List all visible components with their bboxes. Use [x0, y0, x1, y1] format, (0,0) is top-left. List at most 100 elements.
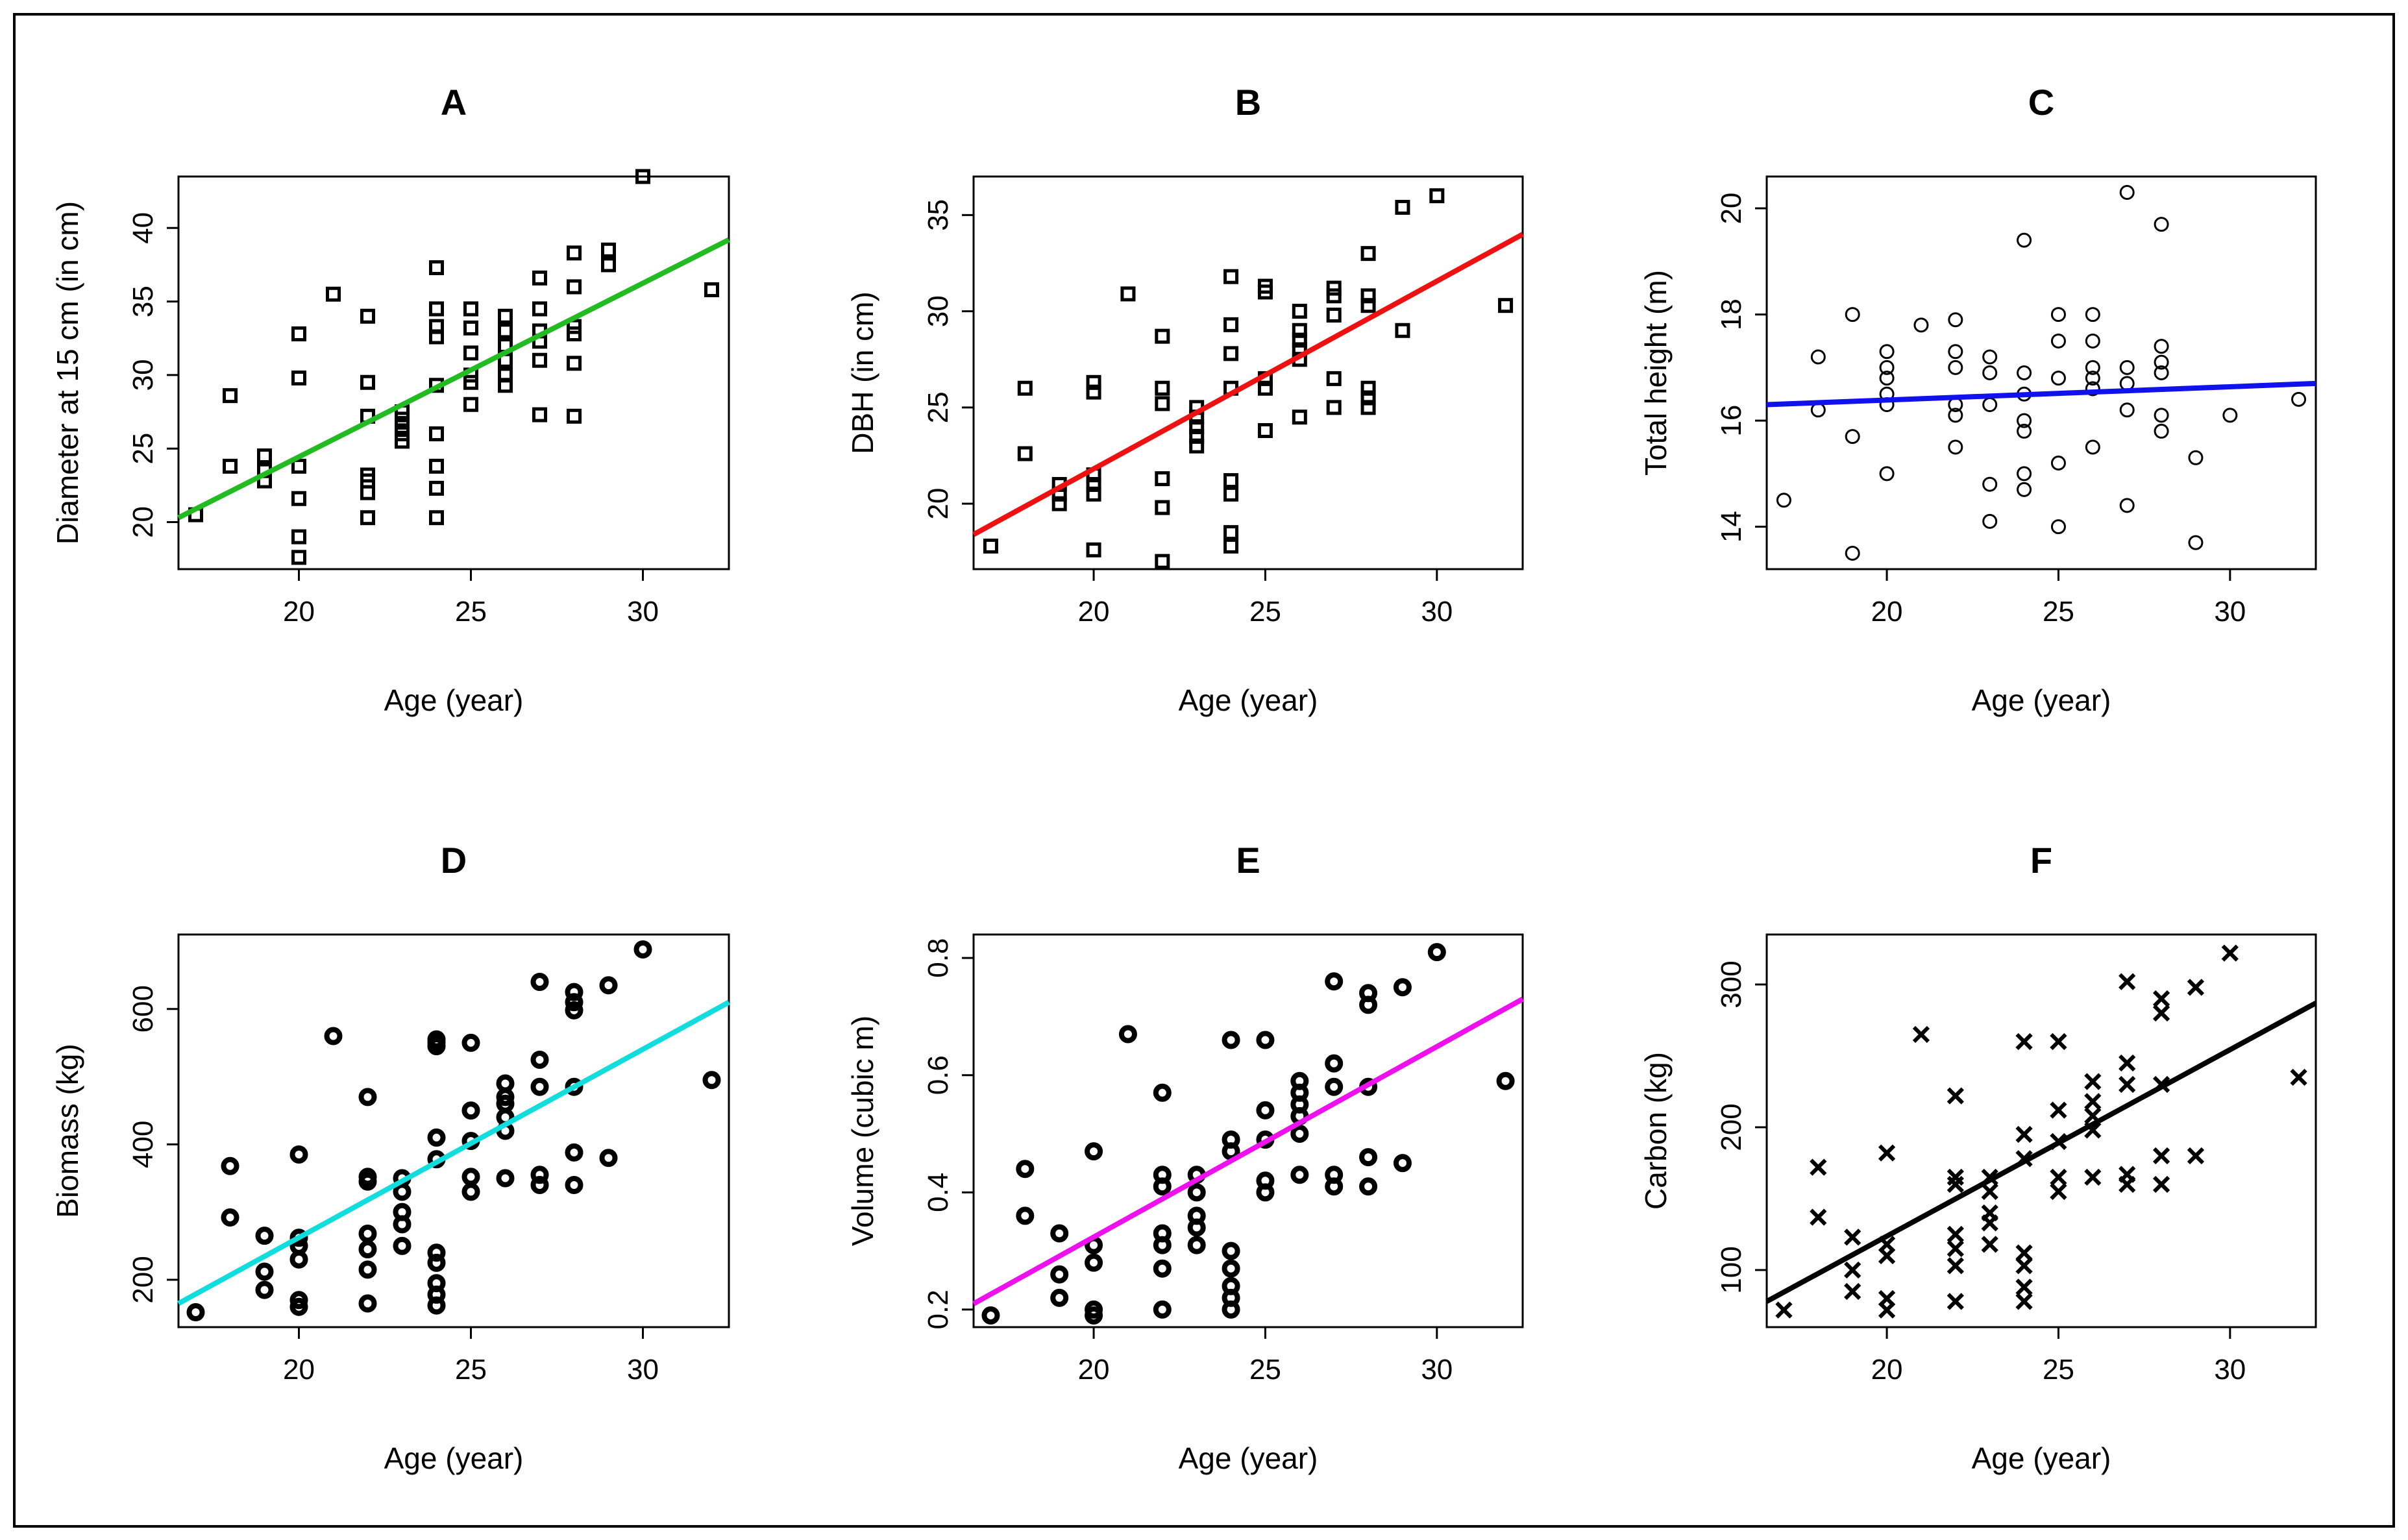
- plot-box: [177, 933, 730, 1328]
- x-tick-label: 25: [1249, 1354, 1281, 1386]
- data-point: [1948, 344, 1963, 360]
- data-point: [1981, 1204, 1998, 1222]
- data-point: [1810, 1208, 1827, 1226]
- data-point: [2187, 1147, 2205, 1165]
- panel-title: B: [1235, 82, 1261, 123]
- y-axis-label: DBH (in cm): [846, 291, 879, 454]
- data-point: [2152, 1175, 2170, 1193]
- x-axis-label: Age (year): [1972, 683, 2111, 717]
- data-point: [1223, 486, 1239, 502]
- data-point: [1326, 371, 1342, 386]
- data-point: [2084, 1093, 2102, 1110]
- data-point: [1325, 1054, 1344, 1073]
- data-point: [1086, 374, 1101, 390]
- data-point: [427, 1030, 446, 1049]
- data-point: [1223, 269, 1239, 284]
- panel-c: C 20 25 30 14 16 18 20 Age (year) Total height (m…: [1639, 82, 2317, 717]
- data-point: [498, 367, 513, 383]
- data-point: [2085, 360, 2100, 375]
- data-point: [1290, 1166, 1309, 1184]
- data-point: [1257, 278, 1273, 294]
- x-tick-label: 20: [283, 1354, 315, 1386]
- data-point: [1947, 1168, 1964, 1186]
- y-tick-label: 200: [127, 1256, 159, 1303]
- data-point: [498, 308, 513, 324]
- data-point: [1326, 308, 1342, 323]
- data-point: [291, 550, 306, 565]
- data-point: [565, 1143, 584, 1162]
- data-point: [291, 458, 306, 474]
- panel-title: A: [441, 82, 467, 123]
- y-tick-label: 16: [1715, 405, 1747, 437]
- data-point: [2188, 535, 2204, 550]
- data-point: [1845, 545, 1860, 561]
- data-point: [635, 169, 650, 184]
- x-tick-label: 25: [2043, 596, 2074, 628]
- data-point: [981, 1306, 1000, 1325]
- data-point: [704, 282, 719, 297]
- data-point: [2152, 1004, 2170, 1022]
- data-point: [1222, 1131, 1240, 1149]
- data-point: [2085, 333, 2100, 348]
- y-axis-label: Volume (cubic m): [846, 1016, 879, 1246]
- data-point: [1948, 360, 1963, 375]
- data-point: [1326, 400, 1342, 415]
- fit-line: [177, 999, 730, 1306]
- data-point: [186, 1303, 205, 1322]
- data-point: [2085, 381, 2100, 397]
- data-point: [532, 352, 547, 368]
- data-point: [1256, 1031, 1275, 1049]
- data-point: [291, 529, 306, 544]
- data-point: [601, 257, 616, 273]
- plot-box: [972, 175, 1524, 570]
- y-tick-label: 600: [127, 985, 159, 1033]
- data-point: [2119, 1054, 2136, 1072]
- y-axis-label: Carbon (kg): [1639, 1052, 1673, 1210]
- data-point: [1292, 409, 1307, 425]
- data-point: [1360, 400, 1376, 415]
- data-point: [530, 1175, 549, 1194]
- data-point: [567, 408, 582, 424]
- data-point: [291, 370, 306, 385]
- data-point: [1878, 1289, 1896, 1308]
- data-point: [1360, 288, 1376, 304]
- panel-d: D 20 25 30 200 400 600 Age (year) Biomass (kg): [51, 840, 730, 1475]
- data-point: [1948, 312, 1963, 328]
- panel-a: A 20 25 30 20 25 30 35 40 Age (year) Diameter at 1…: [51, 82, 730, 717]
- data-point: [1912, 1025, 1930, 1044]
- data-point: [2222, 408, 2238, 423]
- data-point: [1223, 346, 1239, 361]
- data-point: [1844, 1282, 1861, 1301]
- data-point: [565, 983, 584, 1001]
- plot-box: [177, 175, 730, 570]
- data-point: [2017, 466, 2032, 482]
- panel-e: E 20 25 30 0.2 0.4 0.6 0.8 Age (year) Volume (cub…: [846, 840, 1524, 1475]
- data-point: [1292, 323, 1307, 338]
- data-point: [2050, 1033, 2067, 1051]
- data-point: [1189, 428, 1205, 444]
- data-point: [461, 1167, 480, 1186]
- data-point: [1016, 1206, 1035, 1225]
- data-point: [1947, 1225, 1964, 1243]
- data-point: [1153, 1166, 1172, 1184]
- data-point: [1879, 344, 1895, 360]
- data-point: [1981, 1236, 1998, 1253]
- data-point: [565, 993, 584, 1012]
- data-point: [427, 1243, 446, 1262]
- y-tick-label: 30: [922, 295, 954, 327]
- data-point: [496, 1169, 515, 1188]
- y-tick-label: 200: [1715, 1103, 1747, 1151]
- data-point: [223, 458, 238, 474]
- data-point: [221, 1208, 240, 1227]
- data-point: [2187, 979, 2205, 996]
- data-point: [1257, 422, 1273, 438]
- data-point: [2221, 944, 2239, 962]
- data-point: [1187, 1206, 1206, 1225]
- data-point: [1360, 380, 1376, 396]
- data-point: [2152, 1147, 2170, 1165]
- data-point: [1155, 328, 1170, 344]
- outer-frame: [13, 13, 2395, 1528]
- data-point: [1878, 1144, 1896, 1162]
- data-point: [1085, 1300, 1103, 1319]
